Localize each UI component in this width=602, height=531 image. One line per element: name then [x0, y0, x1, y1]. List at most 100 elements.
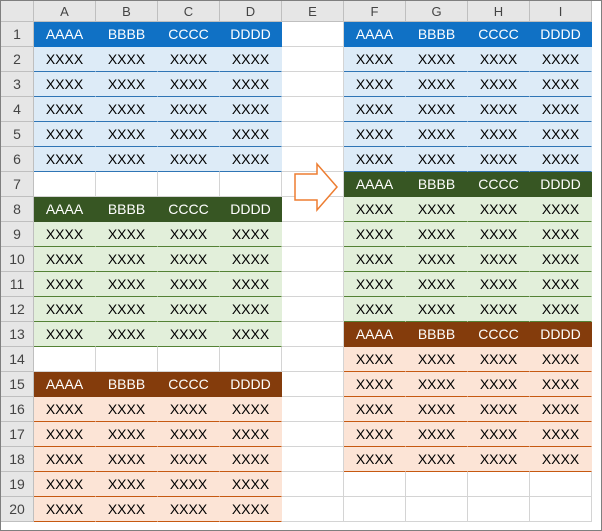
- column-header-e[interactable]: E: [282, 1, 344, 22]
- table-data-cell[interactable]: XXXX: [530, 422, 592, 447]
- table-header-cell[interactable]: CCCC: [158, 372, 220, 397]
- table-data-cell[interactable]: XXXX: [344, 97, 406, 122]
- table-data-cell[interactable]: XXXX: [344, 372, 406, 397]
- cell-e13[interactable]: [282, 322, 344, 347]
- table-data-cell[interactable]: XXXX: [158, 72, 220, 97]
- table-data-cell[interactable]: XXXX: [468, 122, 530, 147]
- table-header-cell[interactable]: AAAA: [34, 372, 96, 397]
- table-data-cell[interactable]: XXXX: [158, 472, 220, 497]
- table-data-cell[interactable]: XXXX: [344, 447, 406, 472]
- table-data-cell[interactable]: XXXX: [34, 472, 96, 497]
- column-header-h[interactable]: H: [468, 1, 530, 22]
- table-header-cell[interactable]: AAAA: [34, 22, 96, 47]
- table-data-cell[interactable]: XXXX: [34, 447, 96, 472]
- table-data-cell[interactable]: XXXX: [96, 222, 158, 247]
- table-data-cell[interactable]: XXXX: [158, 122, 220, 147]
- row-header-8[interactable]: 8: [1, 197, 34, 222]
- row-header-20[interactable]: 20: [1, 497, 34, 522]
- table-data-cell[interactable]: XXXX: [530, 222, 592, 247]
- table-data-cell[interactable]: XXXX: [530, 147, 592, 172]
- table-data-cell[interactable]: XXXX: [158, 147, 220, 172]
- table-data-cell[interactable]: XXXX: [34, 122, 96, 147]
- column-header-g[interactable]: G: [406, 1, 468, 22]
- table-data-cell[interactable]: XXXX: [34, 497, 96, 522]
- table-data-cell[interactable]: XXXX: [406, 397, 468, 422]
- table-header-cell[interactable]: AAAA: [344, 172, 406, 197]
- cell-e9[interactable]: [282, 222, 344, 247]
- table-data-cell[interactable]: XXXX: [96, 297, 158, 322]
- table-header-cell[interactable]: DDDD: [220, 197, 282, 222]
- table-data-cell[interactable]: XXXX: [468, 272, 530, 297]
- table-data-cell[interactable]: XXXX: [468, 397, 530, 422]
- table-data-cell[interactable]: XXXX: [34, 397, 96, 422]
- table-header-cell[interactable]: BBBB: [406, 172, 468, 197]
- cell-h20[interactable]: [468, 497, 530, 522]
- table-data-cell[interactable]: XXXX: [406, 297, 468, 322]
- table-data-cell[interactable]: XXXX: [468, 297, 530, 322]
- cell-e14[interactable]: [282, 347, 344, 372]
- table-data-cell[interactable]: XXXX: [96, 497, 158, 522]
- table-data-cell[interactable]: XXXX: [158, 297, 220, 322]
- table-data-cell[interactable]: XXXX: [158, 272, 220, 297]
- table-data-cell[interactable]: XXXX: [344, 397, 406, 422]
- table-data-cell[interactable]: XXXX: [344, 147, 406, 172]
- row-header-9[interactable]: 9: [1, 222, 34, 247]
- cell-f19[interactable]: [344, 472, 406, 497]
- table-header-cell[interactable]: DDDD: [530, 172, 592, 197]
- table-data-cell[interactable]: XXXX: [96, 72, 158, 97]
- table-data-cell[interactable]: XXXX: [158, 97, 220, 122]
- table-data-cell[interactable]: XXXX: [406, 47, 468, 72]
- table-header-cell[interactable]: AAAA: [34, 197, 96, 222]
- table-data-cell[interactable]: XXXX: [220, 422, 282, 447]
- table-data-cell[interactable]: XXXX: [344, 122, 406, 147]
- table-data-cell[interactable]: XXXX: [34, 97, 96, 122]
- table-data-cell[interactable]: XXXX: [530, 397, 592, 422]
- table-data-cell[interactable]: XXXX: [96, 272, 158, 297]
- table-header-cell[interactable]: DDDD: [220, 372, 282, 397]
- table-data-cell[interactable]: XXXX: [96, 122, 158, 147]
- table-data-cell[interactable]: XXXX: [220, 47, 282, 72]
- row-header-12[interactable]: 12: [1, 297, 34, 322]
- table-data-cell[interactable]: XXXX: [96, 322, 158, 347]
- cell-c14[interactable]: [158, 347, 220, 372]
- cell-e16[interactable]: [282, 397, 344, 422]
- table-data-cell[interactable]: XXXX: [34, 422, 96, 447]
- table-data-cell[interactable]: XXXX: [34, 297, 96, 322]
- table-data-cell[interactable]: XXXX: [158, 47, 220, 72]
- table-header-cell[interactable]: BBBB: [96, 197, 158, 222]
- table-header-cell[interactable]: BBBB: [406, 22, 468, 47]
- table-data-cell[interactable]: XXXX: [220, 397, 282, 422]
- table-data-cell[interactable]: XXXX: [406, 372, 468, 397]
- table-data-cell[interactable]: XXXX: [220, 247, 282, 272]
- table-header-cell[interactable]: BBBB: [406, 322, 468, 347]
- table-data-cell[interactable]: XXXX: [96, 47, 158, 72]
- table-data-cell[interactable]: XXXX: [220, 272, 282, 297]
- table-data-cell[interactable]: XXXX: [344, 297, 406, 322]
- cell-e4[interactable]: [282, 97, 344, 122]
- table-data-cell[interactable]: XXXX: [468, 97, 530, 122]
- cell-e2[interactable]: [282, 47, 344, 72]
- cell-e8[interactable]: [282, 197, 344, 222]
- table-data-cell[interactable]: XXXX: [96, 247, 158, 272]
- row-header-19[interactable]: 19: [1, 472, 34, 497]
- table-header-cell[interactable]: CCCC: [158, 22, 220, 47]
- table-data-cell[interactable]: XXXX: [468, 222, 530, 247]
- table-data-cell[interactable]: XXXX: [158, 247, 220, 272]
- cell-i19[interactable]: [530, 472, 592, 497]
- table-data-cell[interactable]: XXXX: [530, 197, 592, 222]
- table-data-cell[interactable]: XXXX: [344, 247, 406, 272]
- table-data-cell[interactable]: XXXX: [530, 247, 592, 272]
- table-data-cell[interactable]: XXXX: [406, 272, 468, 297]
- row-header-14[interactable]: 14: [1, 347, 34, 372]
- table-data-cell[interactable]: XXXX: [344, 72, 406, 97]
- column-header-d[interactable]: D: [220, 1, 282, 22]
- table-data-cell[interactable]: XXXX: [344, 197, 406, 222]
- cell-e19[interactable]: [282, 472, 344, 497]
- table-data-cell[interactable]: XXXX: [34, 147, 96, 172]
- table-data-cell[interactable]: XXXX: [406, 422, 468, 447]
- table-header-cell[interactable]: BBBB: [96, 372, 158, 397]
- cell-i20[interactable]: [530, 497, 592, 522]
- table-data-cell[interactable]: XXXX: [530, 97, 592, 122]
- table-data-cell[interactable]: XXXX: [468, 347, 530, 372]
- table-header-cell[interactable]: AAAA: [344, 22, 406, 47]
